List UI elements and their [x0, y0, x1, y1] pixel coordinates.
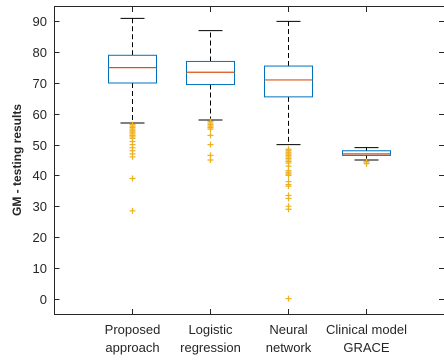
box-group	[186, 30, 235, 163]
y-tick-label: 10	[33, 261, 47, 276]
y-tick-label: 80	[33, 45, 47, 60]
iqr-box	[186, 60, 235, 86]
x-tick-label: Neural	[269, 322, 307, 337]
y-tick-label: 90	[33, 14, 47, 29]
outlier-marker	[207, 157, 214, 163]
outlier-marker	[285, 172, 292, 179]
x-tick-label: GRACE	[343, 340, 390, 355]
y-tick-label: 0	[40, 292, 47, 307]
outlier-marker	[285, 183, 292, 190]
box-group	[342, 147, 391, 167]
y-tick-label: 50	[33, 138, 47, 153]
y-tick-label: 20	[33, 230, 47, 245]
x-tick-label: regression	[180, 340, 241, 355]
outlier-marker	[207, 132, 214, 139]
y-tick-label: 40	[33, 168, 47, 183]
outlier-marker	[363, 160, 370, 167]
ticks-layer: 0 10 20 30 40 50 60 70 80 90 Proposed approach Logis…	[33, 7, 444, 355]
outlier-marker	[285, 206, 292, 213]
outlier-marker	[129, 207, 136, 214]
outlier-marker	[207, 126, 214, 133]
box-group	[264, 20, 313, 302]
iqr-box	[108, 54, 157, 84]
outlier-marker	[129, 175, 136, 182]
outlier-marker	[207, 141, 214, 148]
boxes-layer	[108, 17, 391, 302]
box-group	[108, 17, 157, 214]
iqr-box	[342, 150, 391, 156]
outlier-marker	[285, 295, 292, 302]
x-tick-label: Clinical model	[326, 322, 407, 337]
axes-layer	[54, 6, 444, 315]
iqr-box	[264, 65, 313, 98]
outlier-marker	[129, 153, 136, 160]
x-tick-label: approach	[105, 340, 159, 355]
y-tick-label: 30	[33, 199, 47, 214]
x-tick-label: network	[266, 340, 312, 355]
outlier-marker	[285, 195, 292, 202]
y-tick-label: 60	[33, 107, 47, 122]
y-axis-label: GM - testing results	[10, 104, 24, 216]
x-tick-label: Logistic	[188, 322, 233, 337]
x-tick-label: Proposed	[105, 322, 161, 337]
plot-frame	[54, 6, 444, 315]
y-tick-label: 70	[33, 76, 47, 91]
